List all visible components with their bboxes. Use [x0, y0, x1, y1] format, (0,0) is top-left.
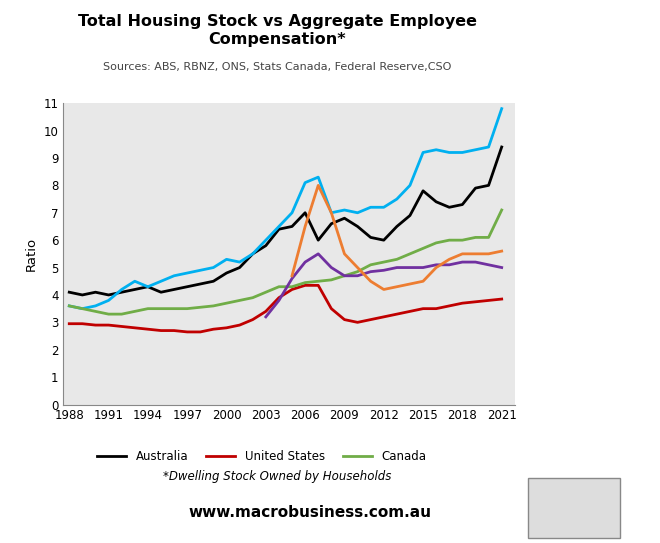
Text: Sources: ABS, RBNZ, ONS, Stats Canada, Federal Reserve,CSO: Sources: ABS, RBNZ, ONS, Stats Canada, F… [103, 62, 451, 72]
Text: MACRO: MACRO [555, 23, 623, 42]
Text: www.macrobusiness.com.au: www.macrobusiness.com.au [189, 505, 432, 520]
FancyBboxPatch shape [528, 478, 620, 538]
Legend: Australia, United States, Canada: Australia, United States, Canada [96, 451, 426, 463]
Text: *Dwelling Stock Owned by Households: *Dwelling Stock Owned by Households [163, 470, 391, 483]
Text: BUSINESS: BUSINESS [554, 53, 624, 66]
Text: Total Housing Stock vs Aggregate Employee
Compensation*: Total Housing Stock vs Aggregate Employe… [78, 14, 477, 47]
Y-axis label: Ratio: Ratio [25, 237, 38, 271]
